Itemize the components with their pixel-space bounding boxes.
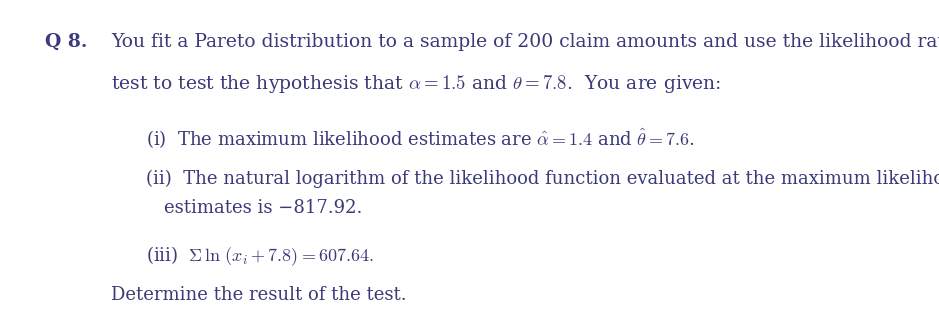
- Text: estimates is −817.92.: estimates is −817.92.: [164, 199, 362, 217]
- Text: You fit a Pareto distribution to a sample of 200 claim amounts and use the likel: You fit a Pareto distribution to a sampl…: [111, 33, 939, 51]
- Text: Determine the result of the test.: Determine the result of the test.: [111, 286, 407, 304]
- Text: Q 8.: Q 8.: [45, 33, 87, 51]
- Text: (iii)  $\Sigma\, \ln\,(x_i + 7.8) = 607.64.$: (iii) $\Sigma\, \ln\,(x_i + 7.8) = 607.6…: [146, 244, 374, 268]
- Text: (ii)  The natural logarithm of the likelihood function evaluated at the maximum : (ii) The natural logarithm of the likeli…: [146, 169, 939, 188]
- Text: test to test the hypothesis that $\alpha = 1.5$ and $\theta = 7.8$.  You are giv: test to test the hypothesis that $\alpha…: [111, 73, 721, 95]
- Text: (i)  The maximum likelihood estimates are $\hat{\alpha} = 1.4$ and $\hat{\theta}: (i) The maximum likelihood estimates are…: [146, 126, 695, 150]
